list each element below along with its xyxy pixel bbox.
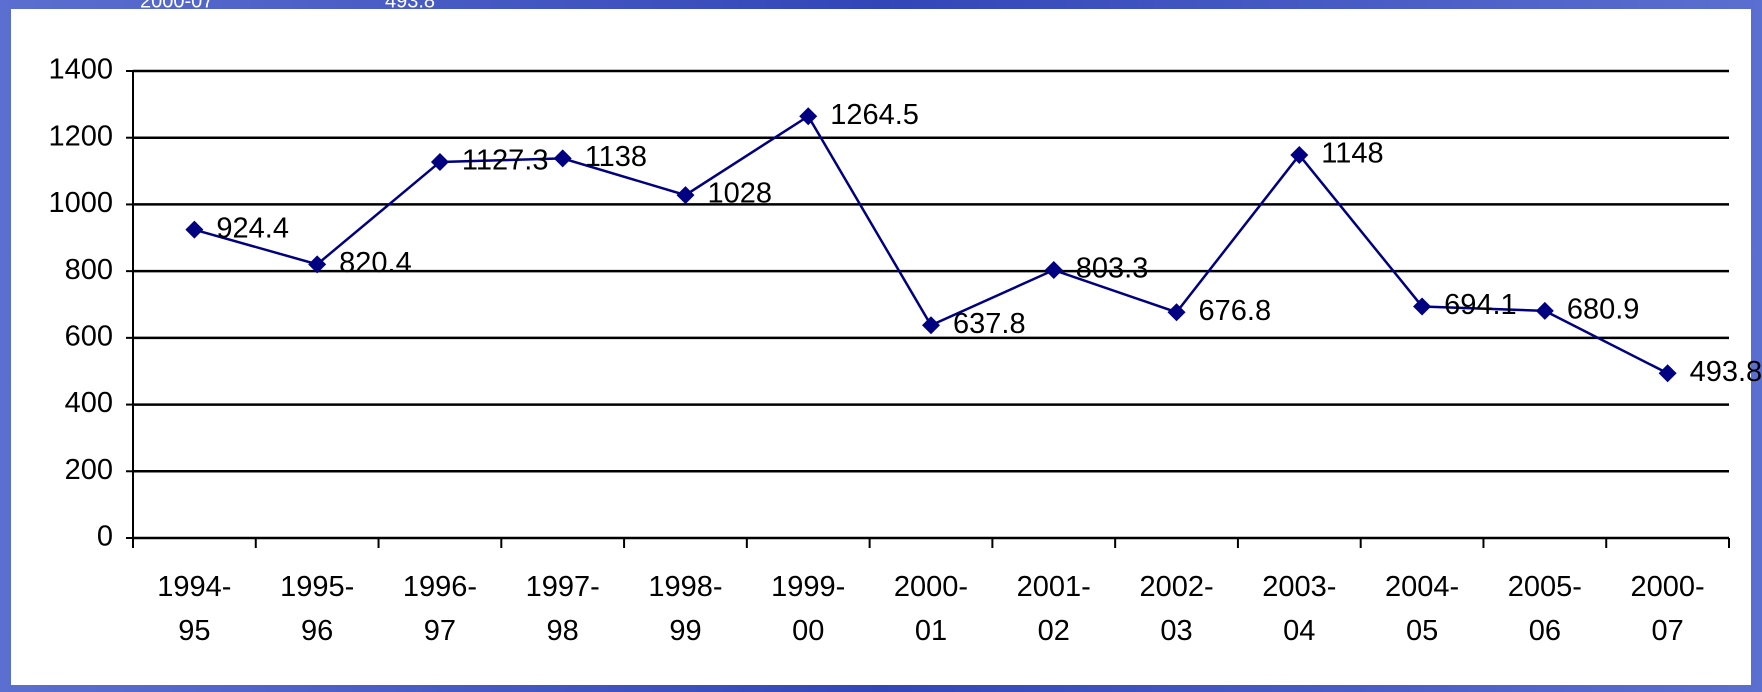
data-label: 493.8 bbox=[1690, 356, 1762, 388]
data-label: 1148 bbox=[1321, 138, 1383, 170]
marker bbox=[1413, 297, 1432, 316]
marker bbox=[308, 255, 327, 274]
x-tick-label: 2003-04 bbox=[1262, 571, 1336, 647]
y-tick-label: 1200 bbox=[48, 120, 113, 152]
x-tick-label: 2004-05 bbox=[1385, 571, 1459, 647]
marker bbox=[185, 220, 204, 239]
marker bbox=[1658, 364, 1677, 383]
data-label: 1138 bbox=[585, 141, 647, 173]
y-tick-label: 1000 bbox=[48, 187, 113, 219]
data-label: 803.3 bbox=[1076, 253, 1149, 285]
y-tick-label: 800 bbox=[65, 254, 113, 286]
x-tick-label: 2000-07 bbox=[1631, 571, 1705, 647]
plot-panel bbox=[11, 9, 1751, 685]
y-tick-label: 1400 bbox=[48, 54, 113, 86]
y-tick-label: 0 bbox=[97, 521, 113, 553]
x-tick-label: 2002-03 bbox=[1139, 571, 1213, 647]
x-tick-label: 1994-95 bbox=[157, 571, 231, 647]
x-tick-label: 1998-99 bbox=[648, 571, 722, 647]
data-label: 820.4 bbox=[339, 247, 412, 279]
data-label: 1028 bbox=[707, 178, 772, 210]
x-tick-label: 2000-01 bbox=[894, 571, 968, 647]
data-label: 637.8 bbox=[953, 308, 1026, 340]
x-tick-label: 2001-02 bbox=[1017, 571, 1091, 647]
x-tick-label: 1999-00 bbox=[771, 571, 845, 647]
y-tick-label: 200 bbox=[65, 454, 113, 486]
marker bbox=[553, 149, 572, 168]
marker bbox=[1290, 146, 1309, 165]
x-tick-label: 1996-97 bbox=[403, 571, 477, 647]
x-tick-label: 1995-96 bbox=[280, 571, 354, 647]
marker bbox=[1167, 303, 1186, 322]
x-tick-label: 2005-06 bbox=[1508, 571, 1582, 647]
marker bbox=[1535, 301, 1554, 320]
data-label: 694.1 bbox=[1444, 289, 1517, 321]
marker bbox=[922, 316, 940, 335]
data-label: 676.8 bbox=[1199, 295, 1272, 327]
y-tick-label: 600 bbox=[65, 321, 113, 353]
data-label: 924.4 bbox=[216, 212, 289, 244]
marker bbox=[1044, 261, 1063, 280]
marker bbox=[430, 152, 449, 171]
marker bbox=[676, 186, 695, 205]
x-tick-label: 1997-98 bbox=[526, 571, 600, 647]
data-label: 1127.3 bbox=[462, 145, 549, 177]
marker bbox=[799, 107, 818, 126]
y-tick-label: 400 bbox=[65, 387, 113, 419]
data-label: 680.9 bbox=[1567, 294, 1640, 326]
data-label: 1264.5 bbox=[830, 99, 919, 131]
